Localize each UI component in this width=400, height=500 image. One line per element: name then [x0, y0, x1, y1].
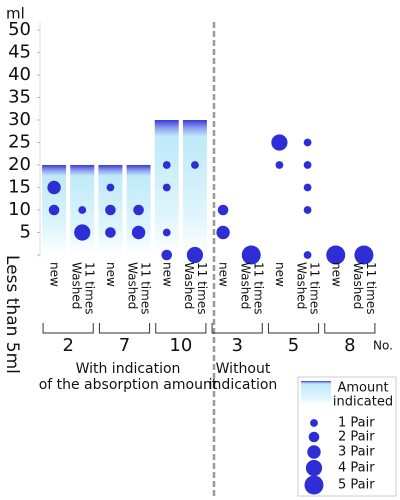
- dot: [303, 183, 312, 192]
- legend-dot: [308, 431, 320, 443]
- x-label: No.: [373, 339, 393, 353]
- x-tick-label: Washed: [126, 262, 140, 309]
- dot: [78, 206, 87, 214]
- group-label: of the absorption amount: [39, 377, 218, 393]
- dot: [162, 161, 171, 169]
- legend-dot: [304, 475, 324, 495]
- product-label: 8: [344, 335, 355, 356]
- x-tick-label: Washed: [351, 262, 365, 309]
- y-tick-label: 50: [8, 19, 31, 40]
- dot: [162, 183, 171, 192]
- x-tick-label: 11 times: [82, 262, 96, 314]
- x-tick-label: new: [104, 262, 118, 287]
- y-tick-label: 5: [20, 222, 31, 243]
- dot: [326, 245, 346, 265]
- dot: [217, 204, 229, 216]
- y-tick-label: 35: [8, 87, 31, 108]
- y-tick-label: 30: [8, 109, 31, 130]
- x-tick-label: 11 times: [195, 262, 209, 314]
- bracket: [267, 323, 320, 334]
- y-tick-label: Less than 5ml: [2, 255, 22, 374]
- dot: [216, 225, 230, 240]
- group-label: With indication: [76, 361, 181, 377]
- x-tick-label: 11 times: [364, 262, 378, 314]
- product-label: 7: [119, 335, 130, 356]
- dot: [48, 204, 60, 216]
- dot: [105, 227, 116, 238]
- dot: [303, 138, 312, 147]
- y-tick-label: 25: [8, 132, 31, 153]
- legend-dot: [307, 445, 321, 459]
- dot: [303, 251, 312, 259]
- x-tick-label: new: [273, 262, 287, 287]
- y-tick-label: 15: [8, 177, 31, 198]
- dot: [74, 224, 91, 241]
- product-label: 3: [231, 335, 242, 356]
- dot: [303, 161, 312, 169]
- bracket: [155, 323, 207, 334]
- dot: [271, 134, 288, 151]
- bracket: [98, 323, 151, 334]
- product-label: 10: [169, 335, 192, 356]
- dot: [133, 204, 144, 216]
- legend-label: 2 Pair: [338, 430, 375, 445]
- legend-label: indicated: [333, 395, 393, 410]
- dot: [186, 246, 204, 264]
- legend-label: 3 Pair: [338, 445, 375, 460]
- group-label: indication: [209, 377, 278, 393]
- x-tick-label: 11 times: [308, 262, 322, 314]
- dot: [354, 245, 374, 265]
- group-label: Without: [216, 361, 271, 377]
- y-tick-label: 10: [8, 199, 31, 220]
- x-tick-label: new: [160, 262, 174, 287]
- dot: [131, 225, 146, 240]
- bracket: [211, 323, 263, 334]
- dot: [105, 204, 116, 216]
- dot: [275, 161, 284, 169]
- legend-label: 1 Pair: [338, 416, 375, 431]
- x-tick-label: 11 times: [139, 262, 153, 314]
- x-tick-label: Washed: [69, 262, 83, 309]
- indicated-bar: [182, 120, 207, 255]
- y-tick-label: 40: [8, 64, 31, 85]
- y-unit: ml: [6, 5, 25, 23]
- x-tick-label: new: [217, 262, 231, 287]
- dot: [303, 206, 312, 214]
- x-tick-label: Washed: [295, 262, 309, 309]
- legend-label: 5 Pair: [338, 478, 375, 493]
- dot: [106, 183, 115, 192]
- dot: [191, 161, 199, 169]
- bracket: [42, 323, 94, 334]
- legend-label: 4 Pair: [338, 461, 375, 476]
- x-tick-label: 11 times: [251, 262, 265, 314]
- legend-swatch: [301, 381, 331, 405]
- bracket: [324, 323, 376, 334]
- x-tick-label: new: [48, 262, 62, 287]
- x-tick-label: Washed: [182, 262, 196, 309]
- product-label: 5: [288, 335, 299, 356]
- x-tick-label: new: [329, 262, 343, 287]
- legend-dot: [310, 419, 318, 427]
- legend-label: Amount: [337, 381, 388, 396]
- y-tick-label: 45: [8, 42, 31, 63]
- dot: [161, 249, 173, 261]
- legend-dot: [305, 459, 323, 477]
- dot: [241, 245, 261, 265]
- dot: [162, 228, 171, 237]
- y-tick-label: 20: [8, 154, 31, 175]
- dot: [47, 180, 61, 195]
- product-label: 2: [62, 335, 73, 356]
- x-tick-label: Washed: [238, 262, 252, 309]
